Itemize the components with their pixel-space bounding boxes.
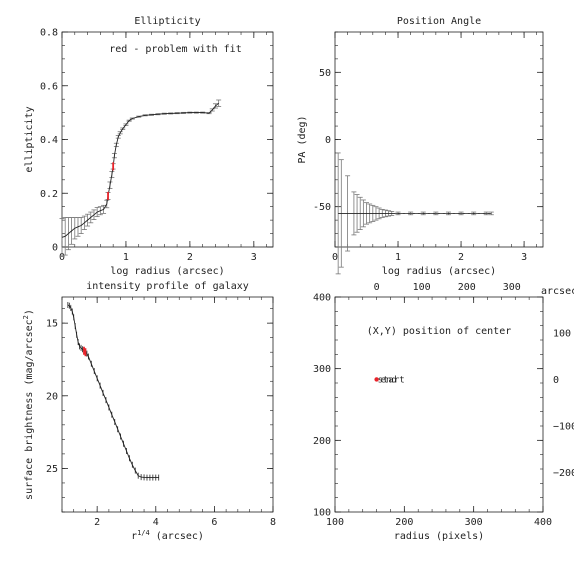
top-tick-label: 100 <box>413 282 431 293</box>
x-tick-label: 400 <box>534 517 552 528</box>
top-axis-label: arcsec <box>541 286 574 297</box>
x-axis-label-text: r <box>131 531 137 542</box>
panel-2: 0 1 2 3 -50 0 50 Position Angle log radius (arcs… <box>297 16 544 277</box>
x-axis-label: log radius (arcsec) <box>382 266 496 277</box>
x-tick-label: 0 <box>59 252 65 263</box>
data-line <box>67 304 159 479</box>
y-tick-label: 0 <box>325 135 331 146</box>
y-tick-label: 0 <box>52 243 58 254</box>
x-tick-label: 1 <box>395 252 401 263</box>
right-tick-label: −200 <box>553 468 574 479</box>
point-label-end: end <box>381 375 397 385</box>
x-tick-label: 2 <box>458 252 464 263</box>
x-axis-label: r1/4 (arcsec) <box>131 529 204 542</box>
point-label-start: start <box>378 375 405 385</box>
x-tick-label: 200 <box>395 517 413 528</box>
y-tick-label: 300 <box>313 364 331 375</box>
x-tick-label: 3 <box>251 252 257 263</box>
plot-frame <box>61 296 274 513</box>
y-tick-label: 20 <box>46 391 58 402</box>
y-axis-label: surface brightness (mag/arcsec2) <box>22 309 35 500</box>
y-axis-label-unit: ) <box>24 309 35 315</box>
annotation: red - problem with fit <box>109 44 241 55</box>
y-tick-label: 0.4 <box>40 135 58 146</box>
panel-4: 100 200 300 400 100 200 300 400 radius (pixels) (… <box>313 282 574 542</box>
y-tick-label: 0.2 <box>40 189 58 200</box>
x-axis-label: radius (pixels) <box>394 531 484 542</box>
x-tick-label: 6 <box>211 517 217 528</box>
top-tick-label: 200 <box>458 282 476 293</box>
top-tick-label: 0 <box>374 282 380 293</box>
y-tick-label: 15 <box>46 319 58 330</box>
panel-title: Ellipticity <box>134 16 200 27</box>
y-axis-label: ellipticity <box>24 106 35 172</box>
y-tick-label: 100 <box>313 508 331 519</box>
x-tick-label: 3 <box>521 252 527 263</box>
x-axis-label-sup: 1/4 <box>137 529 150 537</box>
annotation: (X,Y) position of center <box>367 326 512 337</box>
right-tick-label: −100 <box>553 422 574 433</box>
x-tick-label: 100 <box>326 517 344 528</box>
y-tick-label: 0.6 <box>40 81 58 92</box>
x-tick-label: 4 <box>153 517 159 528</box>
x-tick-label: 1 <box>123 252 129 263</box>
data-line <box>61 102 219 238</box>
top-tick-label: 300 <box>503 282 521 293</box>
x-tick-label: 2 <box>94 517 100 528</box>
panel-title: intensity profile of galaxy <box>86 281 249 292</box>
y-tick-label: 50 <box>319 68 331 79</box>
right-tick-label: 100 <box>553 328 571 339</box>
x-tick-label: 300 <box>465 517 483 528</box>
y-tick-label: -50 <box>313 202 331 213</box>
y-tick-label: 200 <box>313 436 331 447</box>
x-tick-label: 0 <box>332 252 338 263</box>
center-point <box>374 377 379 382</box>
y-tick-label: 400 <box>313 293 331 304</box>
y-tick-label: 25 <box>46 464 58 475</box>
x-tick-label: 2 <box>187 252 193 263</box>
y-tick-label: 0.8 <box>40 28 58 39</box>
x-axis-label: log radius (arcsec) <box>110 266 224 277</box>
y-axis-label-text: surface brightness (mag/arcsec <box>24 319 35 500</box>
panel-3: 2 4 6 8 15 20 25 intensity profile of galaxy r1/… <box>22 281 276 542</box>
x-axis-label-unit: (arcsec) <box>150 531 204 542</box>
plot-frame <box>334 296 544 513</box>
panel-title: Position Angle <box>397 16 481 27</box>
x-tick-label: 8 <box>270 517 276 528</box>
y-axis-label: PA (deg) <box>297 115 308 163</box>
panel-1: 0 1 2 3 0 0.2 0.4 0.6 0.8 Ellipticity log radius (… <box>24 16 274 277</box>
y-axis-label-sup: 2 <box>22 315 30 319</box>
right-tick-label: 0 <box>553 375 559 386</box>
